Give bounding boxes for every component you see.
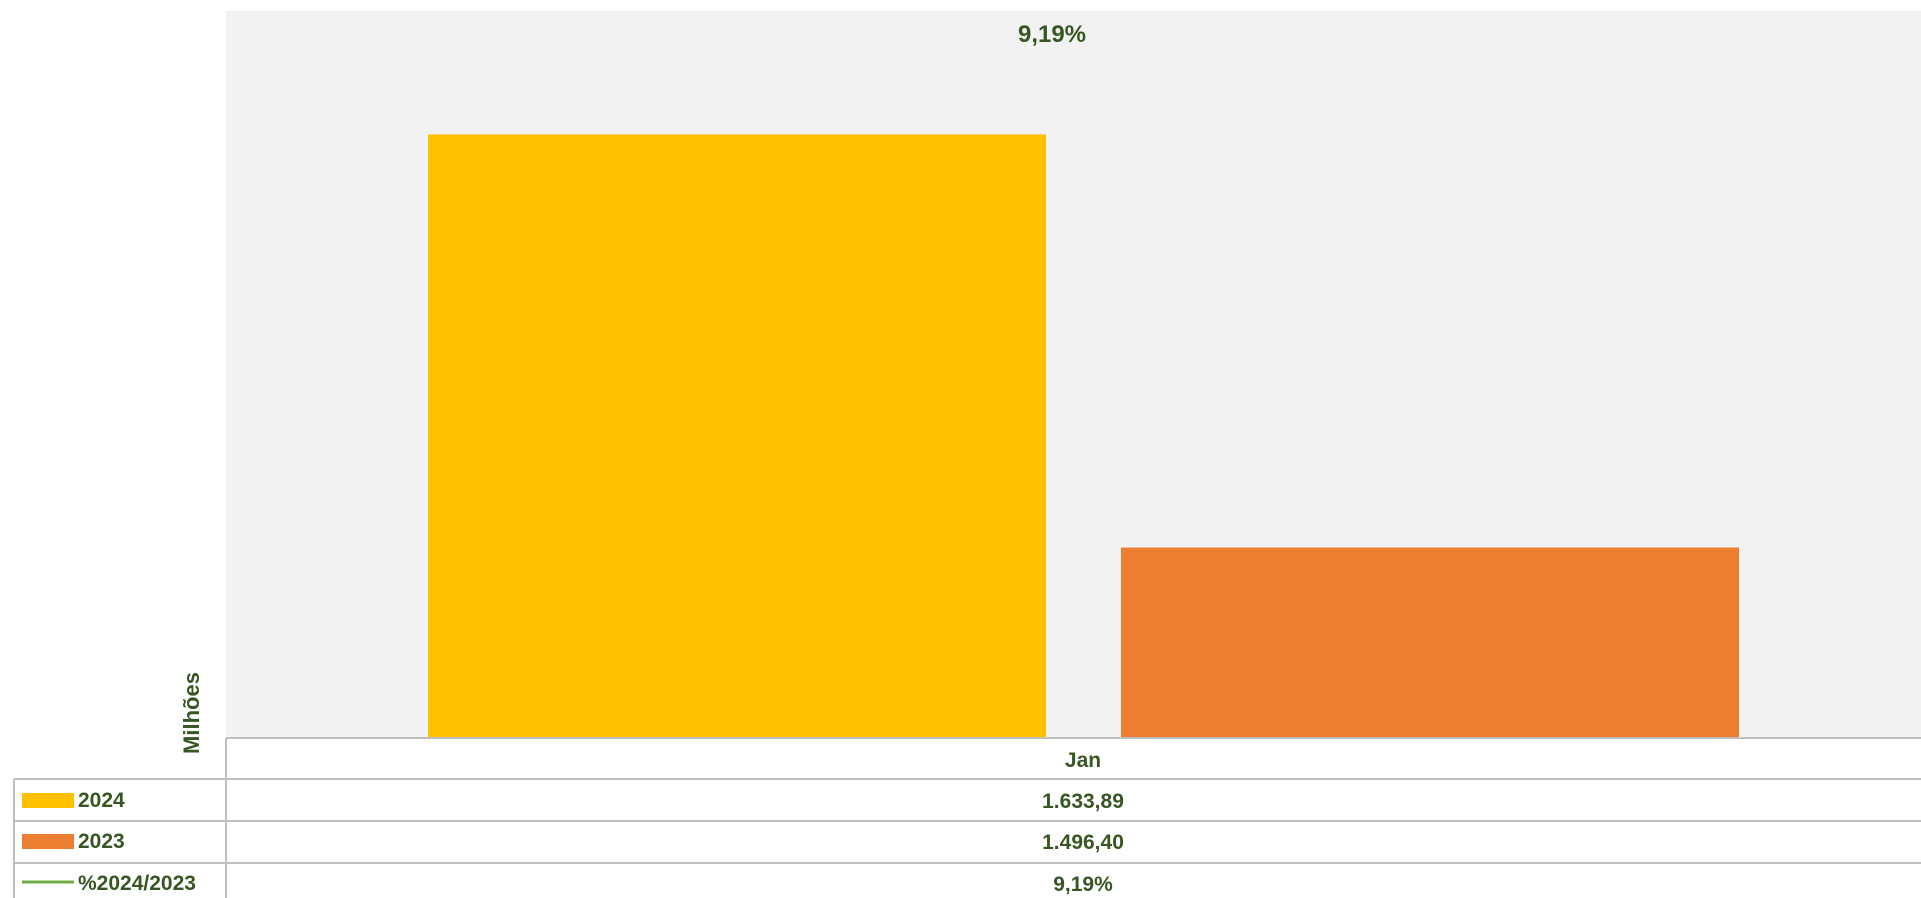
bar-2023 [1121,547,1739,738]
legend-label-pct: %2024/2023 [78,872,196,895]
legend-swatch-2024 [22,793,74,808]
table-cell-pct-jan: 9,19% [1053,873,1113,896]
legend-label-2024: 2024 [78,789,125,812]
bar-top-annotation: 9,19% [1018,21,1086,48]
data-table [13,737,1921,898]
table-cell-2024-jan: 1.633,89 [1042,790,1124,813]
bar-2024 [428,134,1046,739]
y-axis-label: Milhões [179,672,204,754]
category-label: Jan [1065,749,1101,772]
legend-label-2023: 2023 [78,830,125,853]
table-cell-2023-jan: 1.496,40 [1042,831,1124,854]
legend-swatch-2023 [22,834,74,849]
bars-layer [428,134,1739,739]
